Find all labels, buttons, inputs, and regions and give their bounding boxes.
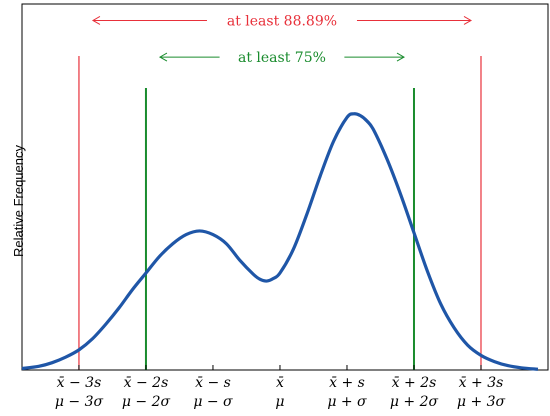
tick-label-top: x̄ + 2s	[392, 375, 437, 391]
annotation-label: at least 88.89%	[227, 13, 337, 29]
tick-label-top: x̄	[276, 375, 284, 391]
x-axis-ticks: x̄ − 3s μ − 3σ x̄ − 2s μ − 2σ x̄ − s μ − σ x̄ μ…	[55, 365, 506, 410]
tick-label-top: x̄ + 3s	[459, 375, 504, 391]
annotations: at least 88.89% at least 75%	[91, 13, 473, 66]
arrowhead-left	[158, 52, 168, 62]
tick-label-bottom: μ + 2σ	[390, 394, 439, 410]
density-line	[21, 112, 539, 371]
distribution-curve	[21, 112, 539, 371]
tick-label-top: x̄ − s	[195, 375, 231, 391]
arrowhead-right	[396, 52, 405, 62]
plot-frame	[21, 3, 549, 371]
tick-label-bottom: μ − 2σ	[122, 394, 171, 410]
annotation-label: at least 75%	[238, 50, 326, 66]
arrowhead-right	[463, 16, 473, 25]
tick-label-bottom: μ + σ	[327, 394, 367, 410]
tick-label-bottom: μ + 3σ	[457, 394, 506, 410]
arrowhead-left	[91, 16, 101, 25]
tick-label-top: x̄ − 3s	[57, 375, 102, 391]
tick-label-top: x̄ − 2s	[124, 375, 169, 391]
tick-label-top: x̄ + s	[329, 375, 365, 391]
tick-label-bottom: μ − 3σ	[55, 394, 104, 410]
tick-label-bottom: μ	[275, 394, 284, 410]
vertical-lines	[78, 56, 482, 370]
y-axis-label: Relative Frequency	[11, 145, 26, 257]
tick-label-bottom: μ − σ	[193, 394, 233, 410]
